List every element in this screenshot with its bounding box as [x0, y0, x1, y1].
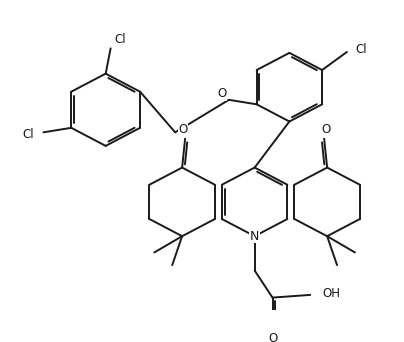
Text: N: N — [250, 230, 259, 243]
Text: Cl: Cl — [356, 43, 368, 56]
Text: O: O — [179, 123, 188, 136]
Text: Cl: Cl — [22, 128, 34, 141]
Text: Cl: Cl — [115, 33, 126, 46]
Text: OH: OH — [322, 287, 340, 300]
Text: O: O — [322, 123, 331, 136]
Text: O: O — [268, 332, 277, 342]
Text: O: O — [217, 87, 227, 100]
